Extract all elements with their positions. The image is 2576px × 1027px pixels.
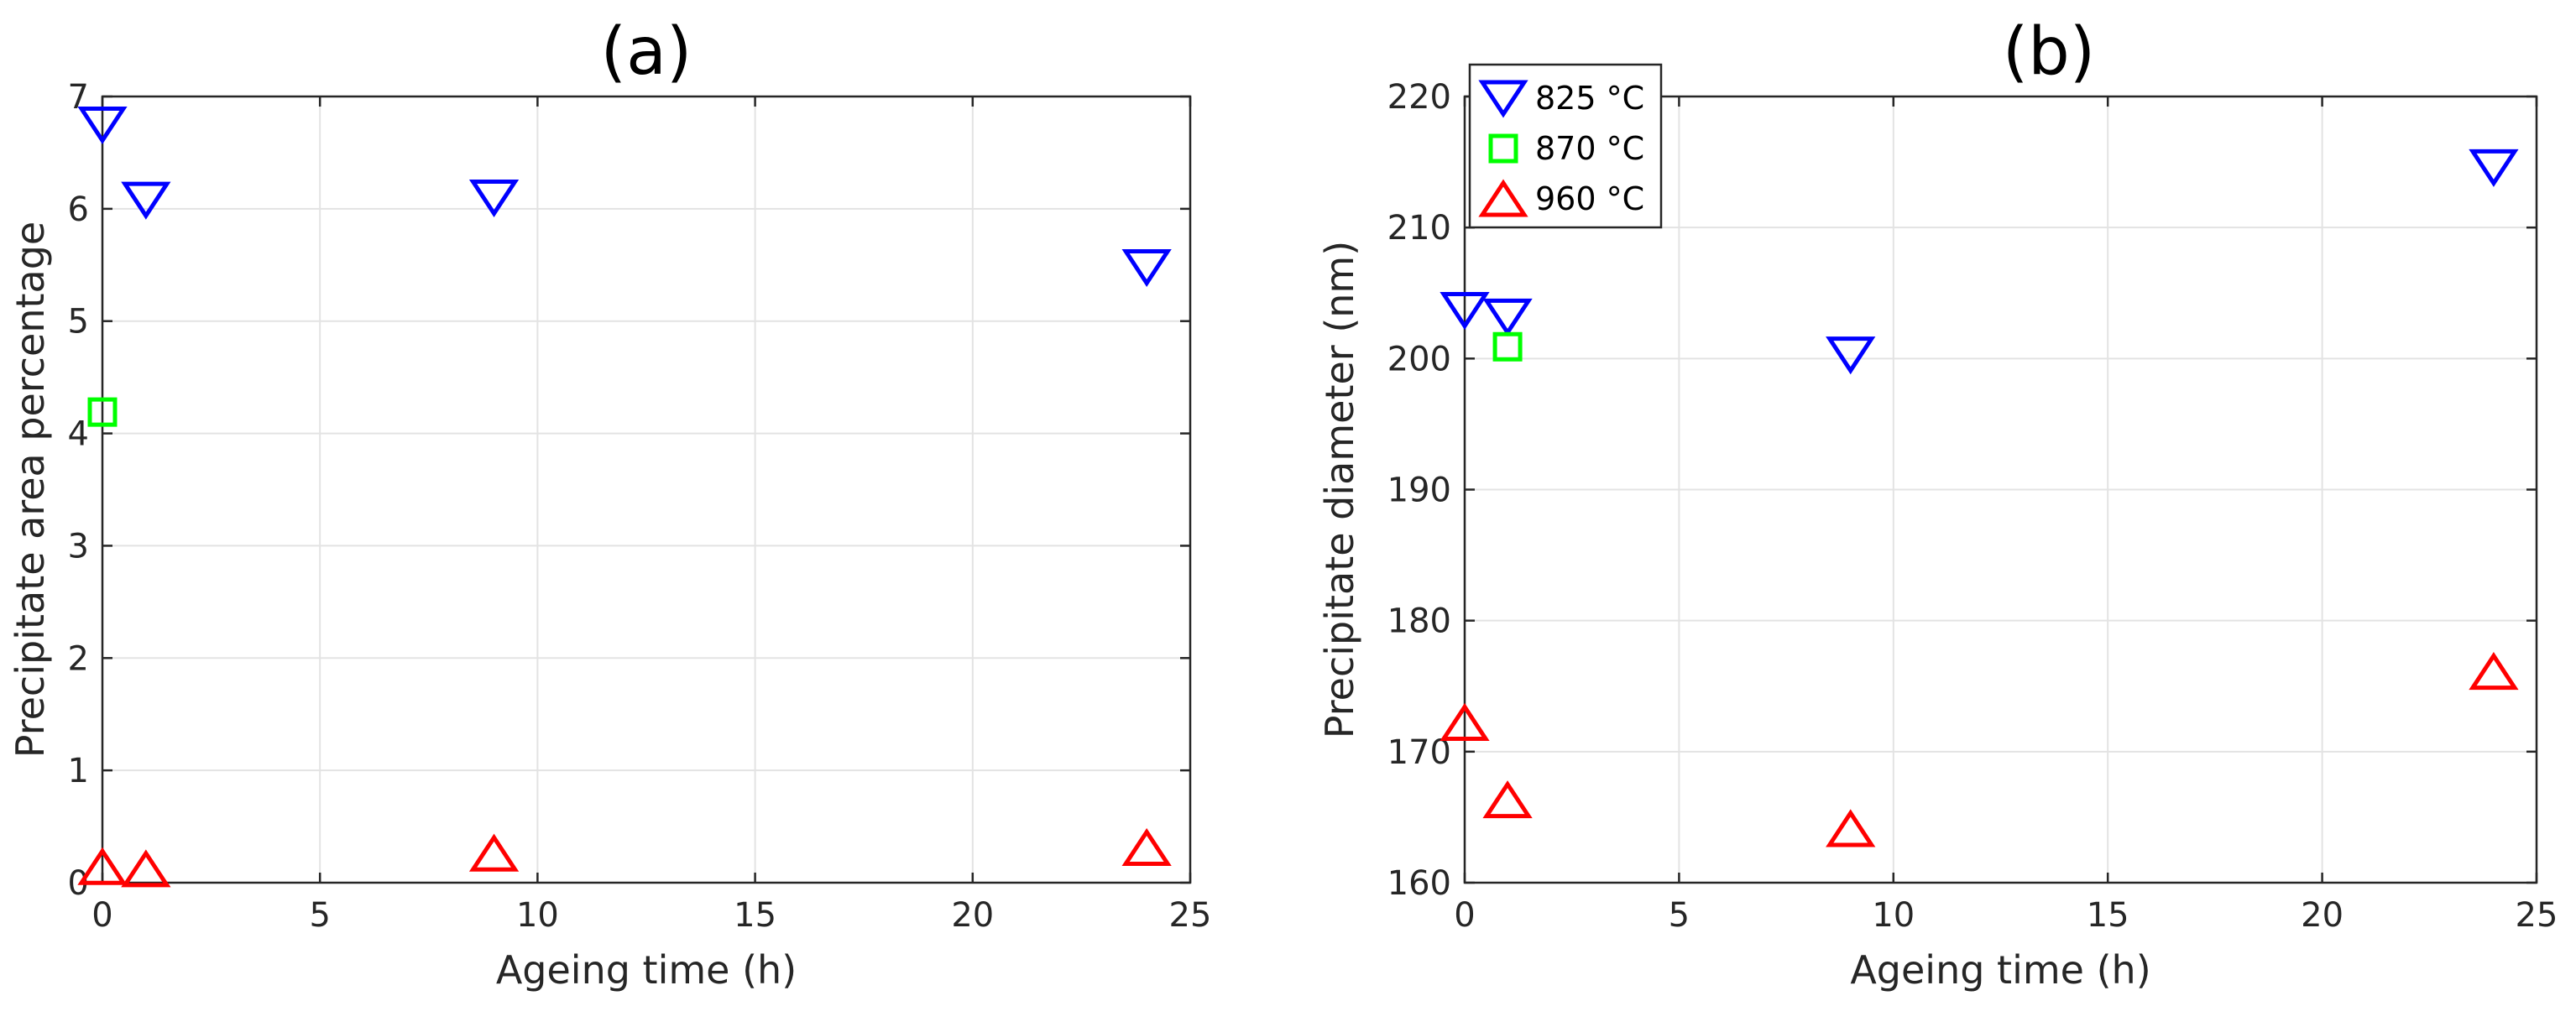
- data-point: [1440, 292, 1490, 331]
- data-point: [1482, 298, 1533, 336]
- x-tick-label: 15: [734, 896, 776, 935]
- y-tick-label: 210: [1387, 209, 1451, 248]
- x-tick-label: 20: [2301, 896, 2343, 935]
- legend-marker: [1478, 80, 1528, 118]
- legend-label: 960 °C: [1535, 180, 1644, 217]
- legend: 825 °C 870 °C 960 °C: [1468, 63, 1663, 229]
- x-tick-label: 15: [2087, 896, 2129, 935]
- x-tick-label: 10: [1872, 896, 1915, 935]
- legend-label: 870 °C: [1535, 130, 1644, 167]
- data-point: [77, 106, 128, 145]
- y-tick-label: 6: [68, 190, 89, 229]
- panel-a-title: (a): [601, 14, 692, 90]
- data-point: [1826, 809, 1876, 847]
- y-tick-label: 190: [1387, 472, 1451, 510]
- data-point: [1121, 827, 1172, 866]
- legend-marker: [1478, 179, 1528, 217]
- x-tick-label: 20: [951, 896, 994, 935]
- axes-box: [101, 95, 1192, 884]
- x-tick-label: 25: [1169, 896, 1212, 935]
- x-tick-label: 0: [1454, 896, 1475, 935]
- y-tick-label: 220: [1387, 78, 1451, 117]
- y-tick-label: 3: [68, 527, 89, 566]
- x-tick-label: 5: [309, 896, 330, 935]
- y-axis-label: Precipitate area percentage: [8, 222, 53, 758]
- y-tick-label: 2: [68, 639, 89, 678]
- y-tick-label: 4: [68, 415, 89, 454]
- data-point: [468, 833, 520, 872]
- x-tick-label: 0: [91, 896, 112, 935]
- data-point: [121, 181, 171, 220]
- y-tick-label: 1: [68, 752, 89, 790]
- panel-b: (b) 0 5 10 15 20 25 160 170 180 190 200 210 220 Agein…: [1317, 14, 2558, 993]
- plot-area: [102, 96, 1190, 883]
- x-axis-label: Ageing time (h): [1850, 947, 2150, 993]
- y-axis-label: Precipitate diameter (nm): [1317, 241, 1362, 738]
- y-tick-label: 160: [1387, 864, 1451, 903]
- x-tick-label: 10: [516, 896, 559, 935]
- x-tick-label: 25: [2516, 896, 2558, 935]
- y-tick-label: 170: [1387, 733, 1451, 772]
- y-tick-label: 200: [1387, 340, 1451, 378]
- data-point: [87, 397, 118, 427]
- data-point: [2469, 652, 2519, 691]
- panel-b-title: (b): [2003, 14, 2095, 90]
- data-point: [468, 179, 520, 218]
- x-axis-label: Ageing time (h): [496, 947, 797, 993]
- y-tick-label: 7: [68, 78, 89, 117]
- data-point: [1121, 248, 1172, 288]
- y-tick-label: 5: [68, 303, 89, 341]
- data-point: [1826, 336, 1876, 375]
- data-point: [1482, 780, 1533, 819]
- data-point: [2469, 149, 2519, 187]
- legend-label: 825 °C: [1535, 80, 1644, 117]
- data-point: [77, 847, 128, 885]
- legend-box: [1468, 63, 1663, 229]
- data-point: [1440, 702, 1490, 741]
- x-tick-label: 5: [1669, 896, 1690, 935]
- data-point: [1492, 331, 1523, 362]
- y-tick-label: 180: [1387, 602, 1451, 641]
- data-point: [121, 849, 171, 888]
- legend-marker: [1488, 133, 1518, 164]
